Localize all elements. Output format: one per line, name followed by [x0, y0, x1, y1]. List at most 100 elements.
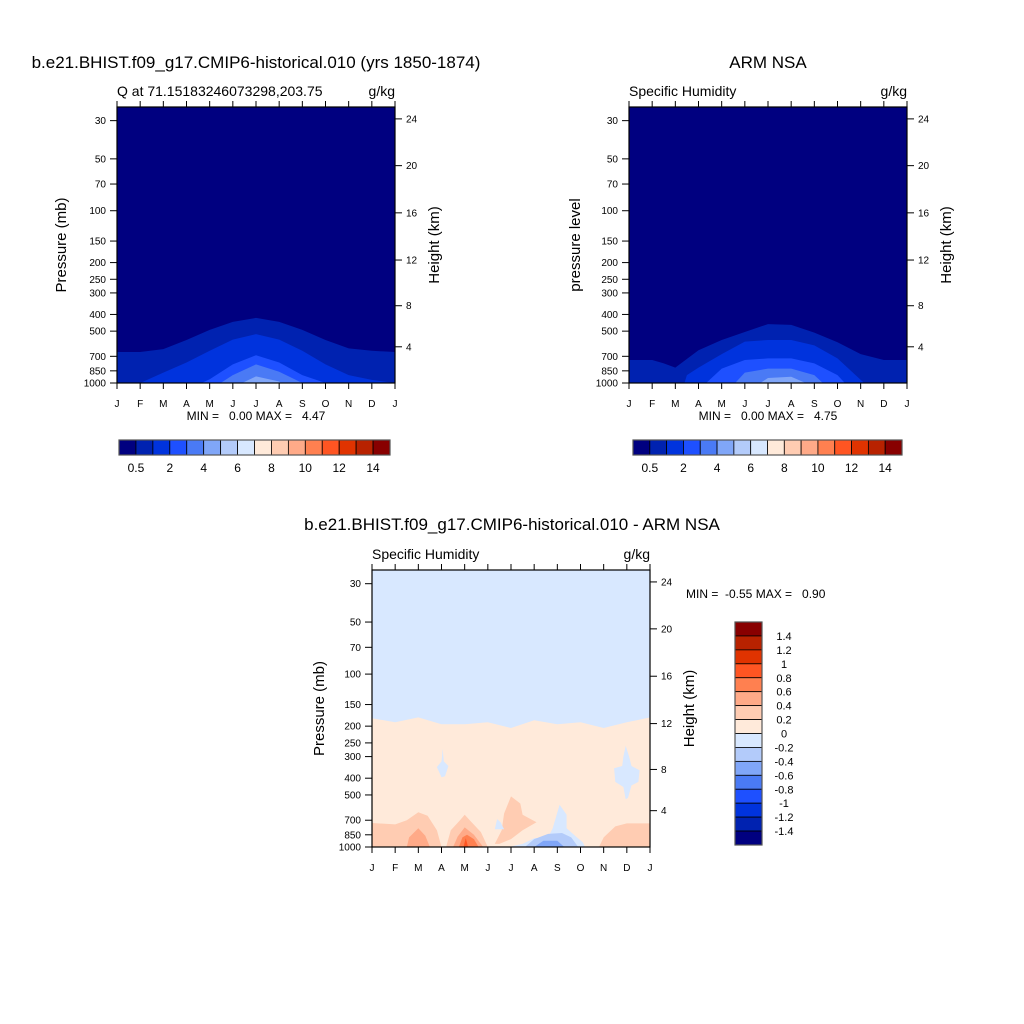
- x-tick-label: D: [880, 399, 887, 410]
- colorbar-box: [733, 439, 752, 456]
- y-tick-label: 200: [89, 258, 106, 269]
- height-tick-label: 24: [406, 114, 418, 125]
- height-tick-label: 20: [661, 624, 673, 635]
- y-tick-label: 1000: [339, 843, 362, 854]
- x-tick-label: J: [509, 863, 514, 874]
- y-tick-label: 400: [89, 310, 106, 321]
- y-tick-label: 300: [89, 288, 106, 299]
- colorbar-box: [867, 439, 886, 456]
- plot-area: [629, 107, 907, 383]
- colorbar: 0.5 2 4 6 8 10 12 14: [118, 439, 391, 475]
- colorbar-box: [321, 439, 340, 456]
- right-units-string: g/kg: [369, 83, 395, 99]
- contour-band: [494, 819, 505, 830]
- left-string: Specific Humidity: [372, 546, 479, 562]
- colorbar-label: 6: [747, 461, 754, 475]
- y-tick-label: 850: [601, 366, 618, 377]
- height-tick-label: 4: [661, 806, 667, 817]
- colorbar-box: [734, 747, 763, 762]
- y-tick-label: 500: [344, 790, 361, 801]
- colorbar: 1.4 1.2 1 0.8 0.6 0.4 0.2 0-0.2 -0.4 -0.6 -0.8 -1 -1…: [734, 621, 794, 846]
- y-tick-label: 100: [89, 206, 106, 217]
- contour-band: [760, 376, 806, 383]
- x-tick-label: J: [115, 399, 120, 410]
- panel-title: b.e21.BHIST.f09_g17.CMIP6-historical.010…: [304, 515, 720, 534]
- right-axis-label: Height (km): [938, 206, 955, 284]
- colorbar-label: 0.6: [776, 687, 791, 699]
- y-tick-label: 100: [344, 670, 361, 681]
- y-tick-label: 100: [601, 206, 618, 217]
- colorbar-box: [666, 439, 684, 456]
- height-tick-label: 16: [918, 208, 930, 219]
- colorbar-label: 8: [268, 461, 275, 475]
- colorbar-box: [734, 788, 763, 804]
- colorbar-label: 14: [366, 461, 380, 475]
- x-tick-label: O: [834, 399, 842, 410]
- colorbar-box: [734, 621, 763, 637]
- contour-band: [614, 745, 640, 800]
- colorbar-box: [203, 439, 222, 456]
- x-tick-label: F: [137, 399, 143, 410]
- colorbar-box: [767, 439, 785, 456]
- colorbar-frame: [734, 621, 763, 846]
- x-tick-label: A: [183, 399, 190, 410]
- x-tick-label: A: [788, 399, 795, 410]
- right-units-string: g/kg: [881, 83, 907, 99]
- colorbar-label: 12: [845, 461, 859, 475]
- contour-band: [534, 840, 565, 847]
- y-tick-label: 1000: [596, 379, 619, 390]
- y-tick-label: 700: [344, 816, 361, 827]
- y-axis-label: pressure level: [567, 198, 584, 291]
- colorbar-box: [783, 439, 802, 456]
- contour-band: [735, 368, 823, 383]
- colorbar-box: [750, 439, 768, 456]
- x-tick-label: M: [205, 399, 213, 410]
- contour-band: [599, 823, 650, 847]
- y-tick-label: 50: [95, 154, 107, 165]
- colorbar-box: [304, 439, 323, 456]
- y-tick-label: 1000: [84, 379, 107, 390]
- colorbar-label: -1.4: [775, 826, 794, 838]
- colorbar-label: 0: [781, 729, 787, 741]
- x-tick-label: N: [600, 863, 607, 874]
- contour-panel-3: b.e21.BHIST.f09_g17.CMIP6-historical.010…: [304, 515, 826, 874]
- right-units-string: g/kg: [624, 546, 650, 562]
- colorbar-label: 1.2: [776, 645, 791, 657]
- y-tick-label: 500: [89, 327, 106, 338]
- y-tick-label: 200: [601, 258, 618, 269]
- colorbar-label: 4: [714, 461, 721, 475]
- colorbar-box: [834, 439, 852, 456]
- colorbar-label: 6: [234, 461, 241, 475]
- colorbar-box: [632, 439, 651, 456]
- colorbar-box: [734, 677, 763, 693]
- y-tick-label: 70: [607, 180, 619, 191]
- height-tick-label: 8: [661, 765, 667, 776]
- y-tick-label: 150: [344, 700, 361, 711]
- y-tick-label: 150: [89, 237, 106, 248]
- x-tick-label: J: [742, 399, 747, 410]
- colorbar-label: 1: [781, 659, 787, 671]
- colorbar-box: [734, 760, 763, 776]
- height-tick-label: 4: [918, 342, 924, 353]
- contour-band: [524, 833, 579, 847]
- contour-panel-2: ARM NSA Specific Humidity g/kg pressure lev…: [567, 53, 955, 475]
- colorbar-label: -1: [779, 798, 789, 810]
- colorbar-box: [734, 830, 763, 846]
- colorbar-box: [734, 733, 763, 748]
- min-max-text: MIN = -0.55 MAX = 0.90: [686, 587, 826, 601]
- y-tick-label: 700: [89, 352, 106, 363]
- x-tick-label: M: [671, 399, 679, 410]
- colorbar-box: [220, 439, 238, 456]
- x-tick-label: A: [438, 863, 445, 874]
- y-tick-label: 30: [350, 579, 362, 590]
- colorbar-label: 0.4: [776, 701, 791, 713]
- colorbar-box: [372, 439, 391, 456]
- colorbar-box: [716, 439, 735, 456]
- colorbar-box: [734, 691, 763, 707]
- x-tick-label: J: [485, 863, 490, 874]
- height-tick-label: 24: [918, 114, 930, 125]
- y-tick-label: 150: [601, 237, 618, 248]
- plot-area: [372, 570, 650, 847]
- y-tick-label: 50: [350, 618, 362, 629]
- y-tick-label: 400: [601, 310, 618, 321]
